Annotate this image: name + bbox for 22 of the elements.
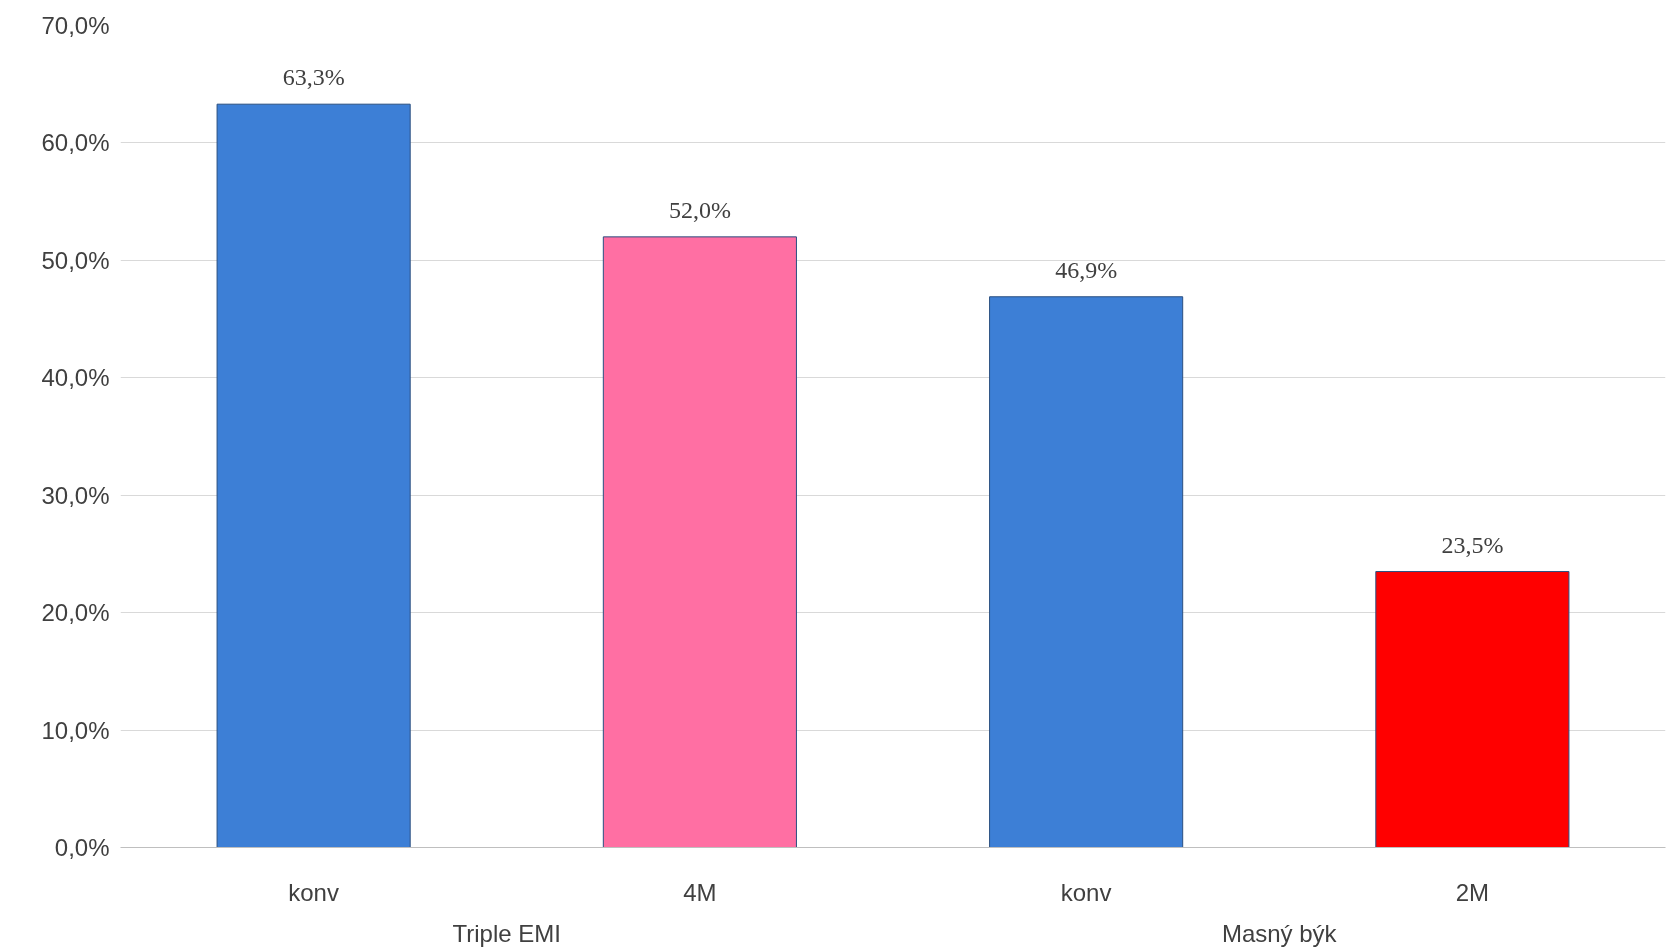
y-tick-label: 40,0% (41, 364, 110, 392)
data-label: 52,0% (668, 196, 731, 223)
bar (1375, 571, 1570, 848)
y-tick-label: 0,0% (54, 834, 110, 861)
data-label: 46,9% (1055, 256, 1118, 283)
y-tick-label: 10,0% (41, 716, 110, 744)
bar (216, 103, 411, 848)
x-tick-label: konv (1060, 878, 1112, 906)
data-label: 23,5% (1441, 531, 1504, 558)
x-tick-label: konv (288, 878, 339, 906)
y-tick-label: 20,0% (41, 599, 110, 627)
text: Triple EMI (452, 919, 561, 947)
y-tick-label: 50,0% (41, 246, 110, 274)
y-tick-label: 70,0% (41, 12, 110, 39)
data-label: 63,3% (282, 64, 345, 91)
x-tick-label: 4M (683, 878, 717, 906)
bar (602, 236, 797, 848)
text: Masný býk (1221, 919, 1338, 947)
bar (989, 296, 1184, 848)
y-tick-label: 30,0% (41, 481, 110, 509)
x-tick-label: 2M (1455, 878, 1490, 906)
y-tick-label: 60,0% (41, 129, 110, 157)
